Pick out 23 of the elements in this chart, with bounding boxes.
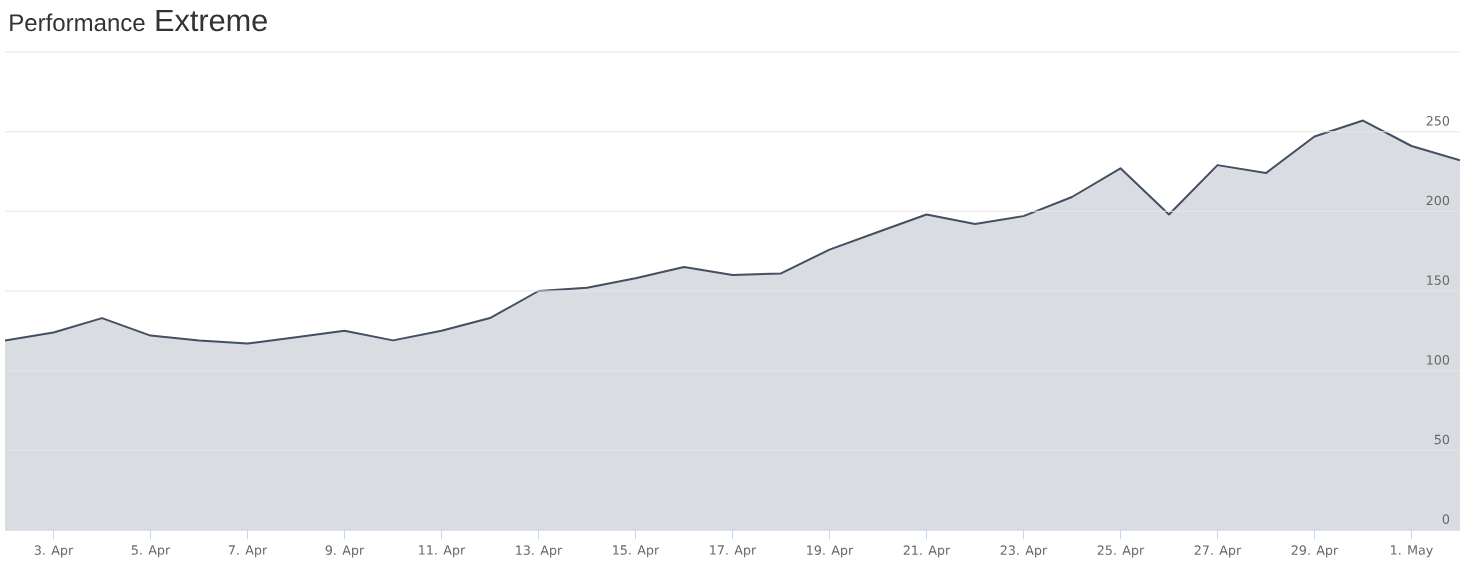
x-tick-label: 11. Apr [419,545,466,558]
x-tick-label: 27. Apr [1194,545,1242,558]
x-tick-label: 9. Apr [325,545,365,558]
x-tick-label: 25. Apr [1097,545,1145,558]
x-tick-label: 1. May [1391,545,1433,558]
x-tick-label: 19. Apr [807,545,854,558]
chart-subtitle: Extreme [156,9,267,32]
y-tick-label: 150 [1427,275,1450,285]
y-tick-label: 0 [1442,514,1450,524]
x-tick-label: 21. Apr [903,545,951,558]
y-tick-label: 200 [1426,195,1450,206]
x-tick-label: 5. Apr [131,545,171,558]
x-tick-label: 13. Apr [516,545,563,558]
chart-title: Performance [10,13,145,32]
x-tick-label: 23. Apr [1000,545,1048,558]
x-tick-label: 7. Apr [228,545,268,558]
x-tick-label: 29. Apr [1291,545,1339,558]
x-tick-label: 15. Apr [613,545,660,558]
x-tick-label: 3. Apr [34,545,74,558]
y-tick-label: 250 [1426,116,1450,126]
y-tick-label: 50 [1434,434,1450,445]
x-tick-label: 17. Apr [710,545,757,558]
y-tick-label: 100 [1427,355,1450,365]
